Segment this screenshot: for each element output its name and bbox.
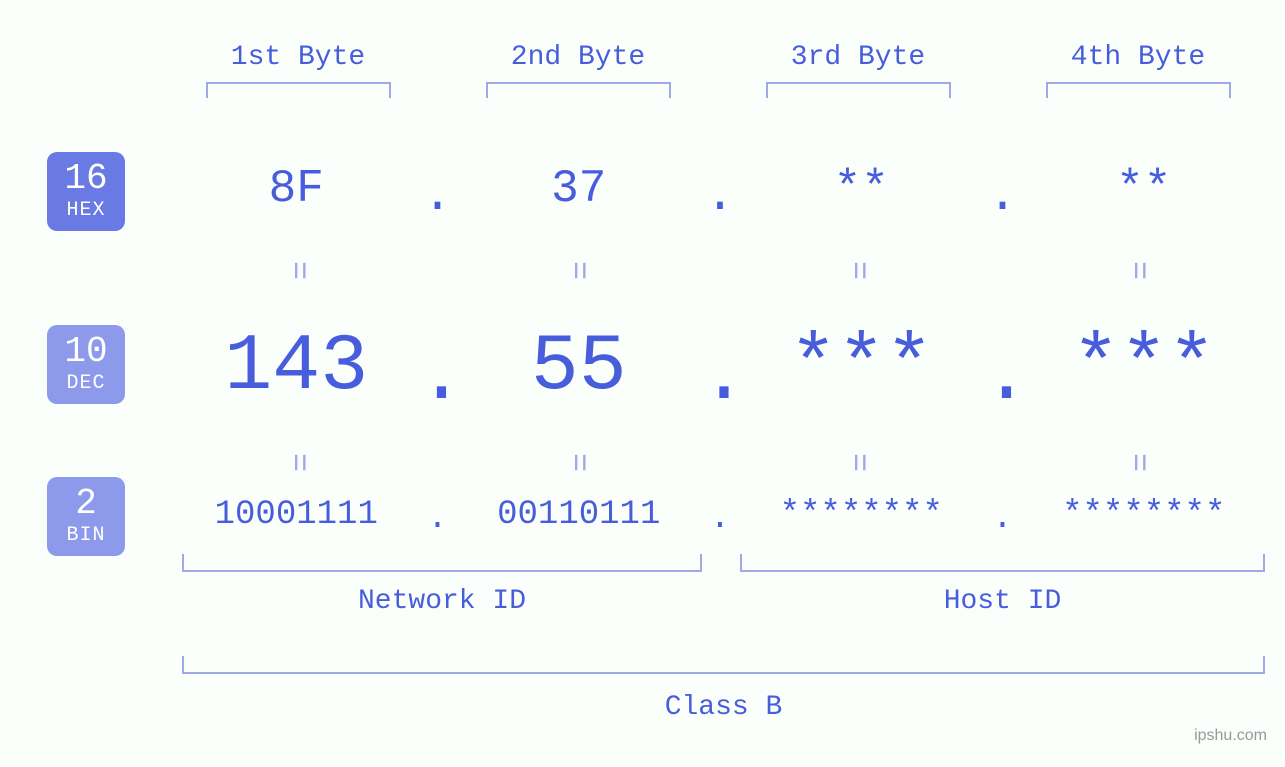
host-id-label: Host ID	[740, 586, 1265, 617]
bin-byte-3: ********	[740, 496, 983, 534]
separator-dot: .	[700, 332, 740, 423]
dec-byte-4: ***	[1023, 322, 1266, 413]
dec-byte-2: 55	[458, 322, 701, 413]
bin-byte-2: 00110111	[458, 496, 701, 534]
separator-dot: .	[418, 500, 458, 538]
equals-icon: =	[840, 443, 877, 483]
equals-icon: =	[840, 251, 877, 291]
badge-dec-num: 10	[47, 333, 125, 371]
byte-bracket-3	[766, 82, 951, 98]
hex-byte-3: **	[740, 163, 983, 215]
byte-header-2: 2nd Byte	[478, 42, 678, 73]
separator-dot: .	[983, 500, 1023, 538]
equals-icon: =	[1120, 443, 1157, 483]
badge-hex-txt: HEX	[47, 200, 125, 221]
badge-bin-txt: BIN	[47, 525, 125, 546]
badge-hex-num: 16	[47, 160, 125, 198]
separator-dot: .	[418, 332, 458, 423]
byte-bracket-1	[206, 82, 391, 98]
equals-icon: =	[280, 251, 317, 291]
byte-header-1: 1st Byte	[198, 42, 398, 73]
separator-dot: .	[700, 500, 740, 538]
byte-header-4: 4th Byte	[1038, 42, 1238, 73]
host-id-bracket	[740, 554, 1265, 572]
separator-dot: .	[983, 332, 1023, 423]
separator-dot: .	[983, 168, 1023, 225]
separator-dot: .	[700, 168, 740, 225]
byte-bracket-2	[486, 82, 671, 98]
badge-hex: 16 HEX	[47, 152, 125, 231]
badge-bin-num: 2	[47, 485, 125, 523]
hex-byte-2: 37	[458, 163, 701, 215]
row-bin: 10001111 . 00110111 . ******** . *******…	[175, 496, 1265, 534]
watermark: ipshu.com	[1194, 727, 1267, 745]
bin-byte-1: 10001111	[175, 496, 418, 534]
dec-byte-3: ***	[740, 322, 983, 413]
equals-icon: =	[280, 443, 317, 483]
dec-byte-1: 143	[175, 322, 418, 413]
badge-dec-txt: DEC	[47, 373, 125, 394]
equals-icon: =	[560, 251, 597, 291]
network-id-bracket	[182, 554, 702, 572]
badge-bin: 2 BIN	[47, 477, 125, 556]
equals-icon: =	[560, 443, 597, 483]
row-dec: 143 . 55 . *** . ***	[175, 322, 1265, 413]
class-label: Class B	[182, 692, 1265, 723]
bin-byte-4: ********	[1023, 496, 1266, 534]
hex-byte-1: 8F	[175, 163, 418, 215]
byte-header-3: 3rd Byte	[758, 42, 958, 73]
separator-dot: .	[418, 168, 458, 225]
network-id-label: Network ID	[182, 586, 702, 617]
hex-byte-4: **	[1023, 163, 1266, 215]
row-hex: 8F . 37 . ** . **	[175, 160, 1265, 217]
class-bracket	[182, 656, 1265, 674]
byte-bracket-4	[1046, 82, 1231, 98]
badge-dec: 10 DEC	[47, 325, 125, 404]
equals-icon: =	[1120, 251, 1157, 291]
